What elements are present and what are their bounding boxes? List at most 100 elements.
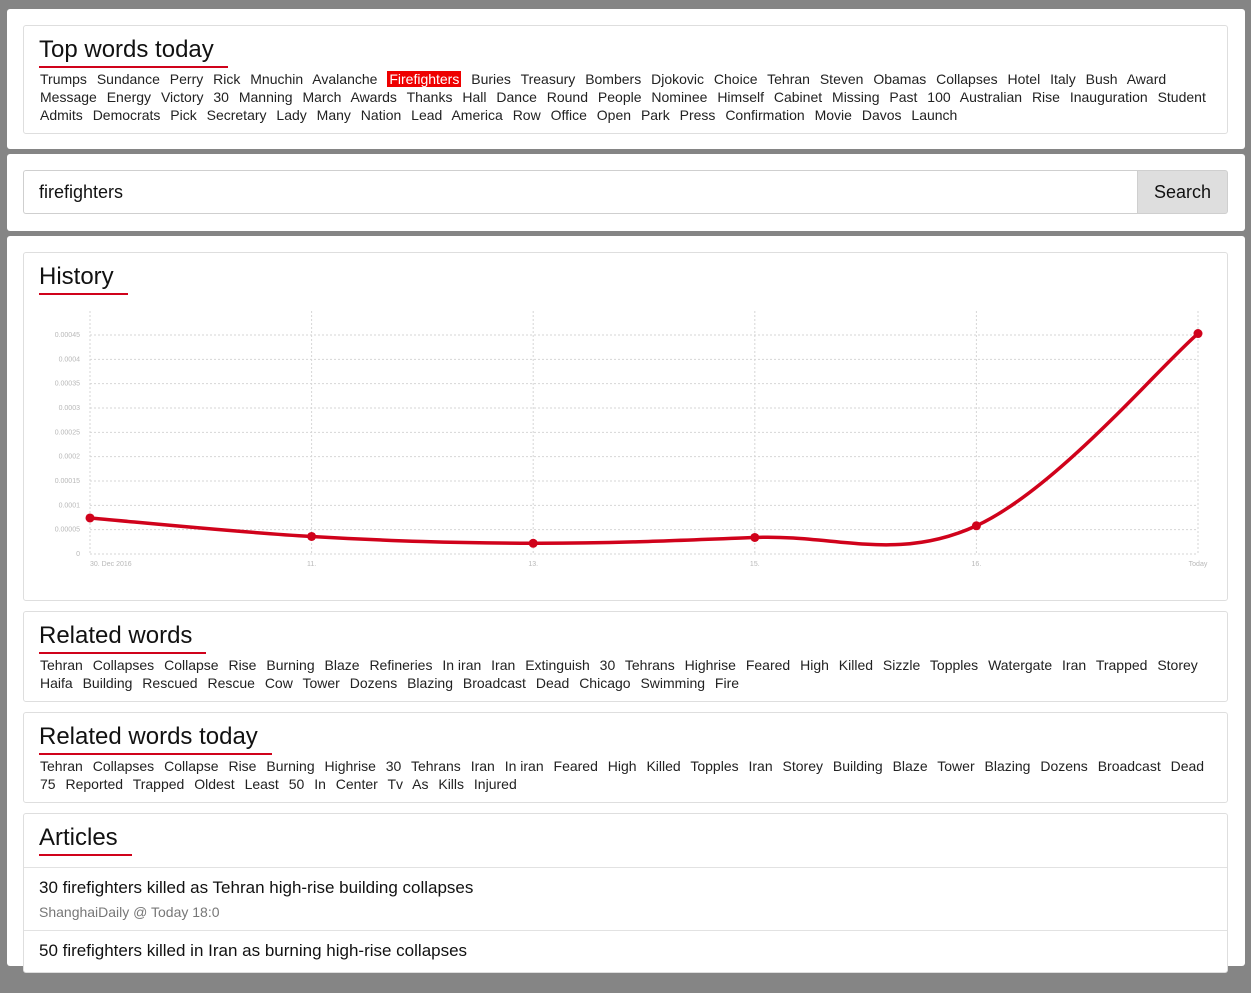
word-chip[interactable]: Chicago: [579, 675, 631, 691]
word-chip[interactable]: Dozens: [1040, 758, 1088, 774]
word-chip[interactable]: Inauguration: [1069, 89, 1148, 105]
word-chip[interactable]: Bombers: [585, 71, 642, 87]
word-chip[interactable]: Burning: [266, 758, 315, 774]
word-chip[interactable]: Tower: [937, 758, 975, 774]
word-chip[interactable]: Row: [512, 107, 541, 123]
search-button[interactable]: Search: [1137, 170, 1228, 214]
word-chip[interactable]: Firefighters: [387, 71, 462, 87]
word-chip[interactable]: Collapse: [164, 657, 219, 673]
word-chip[interactable]: Tv: [387, 776, 403, 792]
word-chip[interactable]: Kills: [438, 776, 465, 792]
article-title[interactable]: 50 firefighters killed in Iran as burnin…: [39, 941, 468, 960]
word-chip[interactable]: Blazing: [984, 758, 1031, 774]
word-chip[interactable]: Blaze: [892, 758, 928, 774]
word-chip[interactable]: Perry: [169, 71, 204, 87]
word-chip[interactable]: In: [314, 776, 326, 792]
word-chip[interactable]: Award: [1126, 71, 1167, 87]
word-chip[interactable]: March: [302, 89, 342, 105]
word-chip[interactable]: Cabinet: [773, 89, 823, 105]
word-chip[interactable]: Australian: [959, 89, 1023, 105]
word-chip[interactable]: Pick: [170, 107, 197, 123]
word-chip[interactable]: Haifa: [40, 675, 73, 691]
word-chip[interactable]: Buries: [471, 71, 511, 87]
word-chip[interactable]: People: [597, 89, 642, 105]
word-chip[interactable]: High: [800, 657, 829, 673]
word-chip[interactable]: Tehrans: [410, 758, 461, 774]
word-chip[interactable]: Thanks: [406, 89, 453, 105]
word-chip[interactable]: Rescue: [207, 675, 255, 691]
word-chip[interactable]: Open: [596, 107, 632, 123]
word-chip[interactable]: Oldest: [194, 776, 235, 792]
word-chip[interactable]: Collapses: [92, 657, 155, 673]
word-chip[interactable]: Highrise: [324, 758, 376, 774]
word-chip[interactable]: 30: [599, 657, 616, 673]
word-chip[interactable]: Building: [832, 758, 883, 774]
word-chip[interactable]: Collapses: [92, 758, 155, 774]
word-chip[interactable]: In iran: [442, 657, 482, 673]
word-chip[interactable]: Office: [550, 107, 587, 123]
word-chip[interactable]: Mnuchin: [250, 71, 304, 87]
word-chip[interactable]: Iran: [748, 758, 773, 774]
word-chip[interactable]: Missing: [832, 89, 880, 105]
word-chip[interactable]: Victory: [160, 89, 204, 105]
word-chip[interactable]: Dozens: [349, 675, 398, 691]
word-chip[interactable]: Blaze: [324, 657, 360, 673]
word-chip[interactable]: High: [607, 758, 637, 774]
word-chip[interactable]: Press: [679, 107, 716, 123]
word-chip[interactable]: Davos: [861, 107, 902, 123]
word-chip[interactable]: Collapses: [936, 71, 998, 87]
word-chip[interactable]: Democrats: [92, 107, 161, 123]
word-chip[interactable]: Student: [1157, 89, 1206, 105]
word-chip[interactable]: Dead: [1170, 758, 1205, 774]
word-chip[interactable]: Rick: [213, 71, 241, 87]
word-chip[interactable]: Feared: [745, 657, 791, 673]
word-chip[interactable]: Broadcast: [462, 675, 526, 691]
word-chip[interactable]: Obamas: [873, 71, 927, 87]
article-item[interactable]: 30 firefighters killed as Tehran high-ri…: [24, 867, 1227, 930]
word-chip[interactable]: Djokovic: [651, 71, 705, 87]
word-chip[interactable]: Rise: [1031, 89, 1060, 105]
word-chip[interactable]: Extinguish: [525, 657, 590, 673]
word-chip[interactable]: Watergate: [988, 657, 1053, 673]
word-chip[interactable]: Burning: [266, 657, 315, 673]
word-chip[interactable]: As: [412, 776, 429, 792]
word-chip[interactable]: Avalanche: [312, 71, 378, 87]
word-chip[interactable]: Rise: [228, 758, 257, 774]
word-chip[interactable]: Tehran: [767, 71, 810, 87]
word-chip[interactable]: Steven: [819, 71, 864, 87]
word-chip[interactable]: Iran: [1062, 657, 1087, 673]
word-chip[interactable]: Trapped: [132, 776, 185, 792]
word-chip[interactable]: Least: [244, 776, 279, 792]
word-chip[interactable]: Storey: [782, 758, 823, 774]
word-chip[interactable]: Lady: [276, 107, 307, 123]
word-chip[interactable]: Hotel: [1007, 71, 1041, 87]
word-chip[interactable]: Tehrans: [624, 657, 675, 673]
word-chip[interactable]: Killed: [646, 758, 681, 774]
word-chip[interactable]: Energy: [106, 89, 152, 105]
word-chip[interactable]: Himself: [717, 89, 764, 105]
word-chip[interactable]: Iran: [470, 758, 495, 774]
word-chip[interactable]: Italy: [1050, 71, 1076, 87]
word-chip[interactable]: Admits: [40, 107, 83, 123]
word-chip[interactable]: Trapped: [1095, 657, 1148, 673]
word-chip[interactable]: Round: [546, 89, 589, 105]
word-chip[interactable]: Iran: [491, 657, 516, 673]
word-chip[interactable]: Dance: [496, 89, 537, 105]
word-chip[interactable]: Sundance: [96, 71, 160, 87]
word-chip[interactable]: Rescued: [142, 675, 198, 691]
word-chip[interactable]: Center: [335, 776, 378, 792]
word-chip[interactable]: Movie: [814, 107, 852, 123]
word-chip[interactable]: 30: [213, 89, 229, 105]
word-chip[interactable]: Many: [316, 107, 351, 123]
word-chip[interactable]: Lead: [411, 107, 443, 123]
word-chip[interactable]: Awards: [350, 89, 397, 105]
word-chip[interactable]: Reported: [65, 776, 124, 792]
word-chip[interactable]: Killed: [838, 657, 874, 673]
word-chip[interactable]: Hall: [462, 89, 487, 105]
word-chip[interactable]: Nominee: [651, 89, 708, 105]
word-chip[interactable]: Choice: [713, 71, 758, 87]
word-chip[interactable]: Swimming: [640, 675, 706, 691]
word-chip[interactable]: Topples: [929, 657, 979, 673]
word-chip[interactable]: America: [451, 107, 503, 123]
article-item[interactable]: 50 firefighters killed in Iran as burnin…: [24, 930, 1227, 993]
